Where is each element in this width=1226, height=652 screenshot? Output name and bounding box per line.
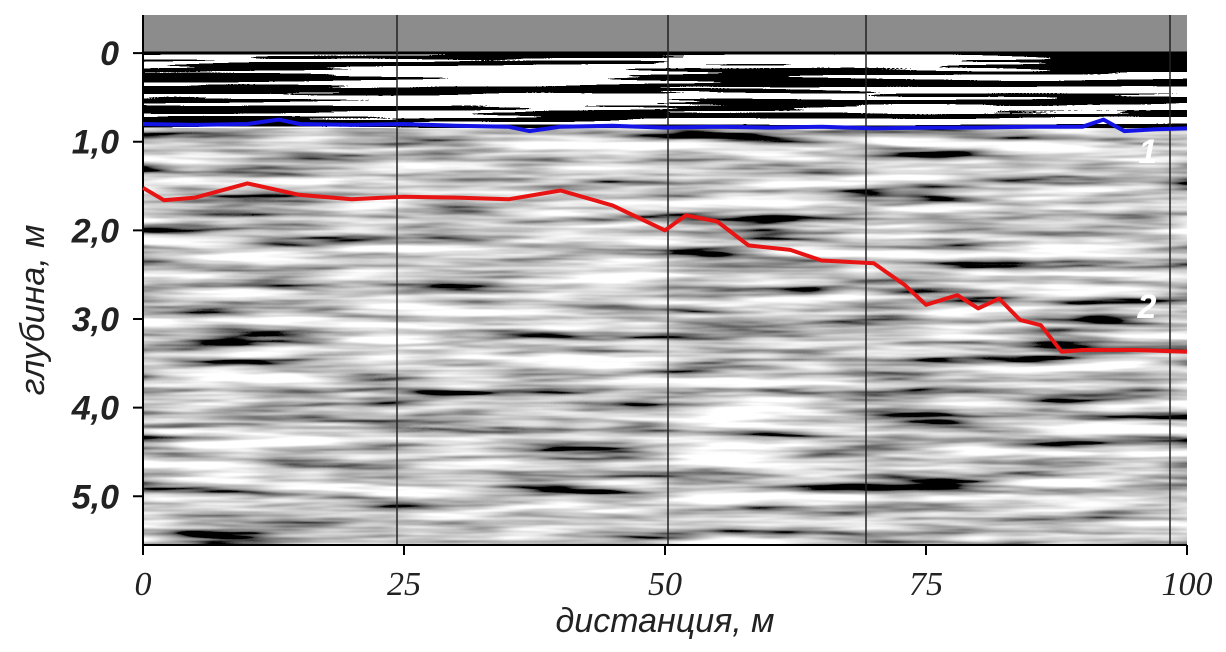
x-tick-label: 25 (387, 566, 421, 603)
y-tick-label: 4,0 (71, 390, 119, 428)
x-tick-label: 100 (1162, 566, 1213, 603)
annotation: 1 (1139, 133, 1158, 171)
y-tick-label: 2,0 (71, 212, 119, 250)
depth-line (142, 117, 1188, 134)
x-tick-label: 75 (909, 566, 943, 603)
x-tick-label: 50 (648, 566, 682, 603)
depth-line (141, 181, 1188, 354)
x-tick-label: 0 (135, 566, 152, 603)
radargram (142, 15, 1187, 546)
y-tick-label: 1,0 (72, 124, 119, 162)
y-tick-label: 3,0 (72, 301, 119, 339)
y-tick-label: 0 (100, 35, 119, 73)
y-axis-title: глубина, м (14, 225, 52, 396)
x-axis-title: дистанция, м (556, 602, 775, 640)
y-tick-label: 5,0 (72, 478, 119, 516)
annotation: 2 (1137, 288, 1157, 326)
